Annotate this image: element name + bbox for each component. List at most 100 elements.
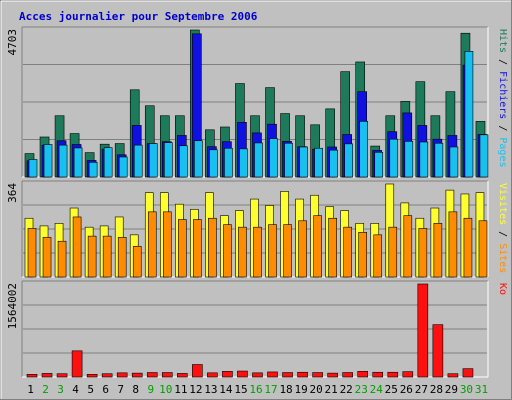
bar-pages: [73, 147, 83, 178]
bar-ko: [131, 372, 143, 378]
bar-sites: [87, 235, 97, 278]
bar-sites: [283, 224, 292, 278]
axis-label-ko: Ko: [497, 283, 508, 295]
bar-pages: [103, 147, 113, 178]
panel-2-ymax-label: 364: [6, 183, 19, 203]
x-tick-label-day-27: 27: [415, 383, 428, 396]
panel-1-series-axis-label: Hits / Fichiers / Pages: [497, 29, 508, 168]
axis-label-visites: Visites: [497, 183, 508, 225]
x-tick-label-day-4: 4: [72, 383, 79, 396]
bar-sites: [162, 211, 172, 278]
bar-pages: [389, 138, 399, 178]
bar-sites: [193, 219, 202, 278]
panel-1-ymax-label: 4703: [6, 29, 19, 56]
bar-ko: [387, 371, 399, 378]
x-tick-label-day-17: 17: [264, 383, 277, 396]
bar-ko: [342, 372, 353, 378]
bar-sites: [343, 226, 352, 278]
x-tick-label-day-25: 25: [385, 383, 398, 396]
x-tick-label-day-8: 8: [132, 383, 139, 396]
panel-3-series-axis-label: Ko: [497, 283, 508, 295]
bar-sites: [147, 211, 157, 278]
bar-sites: [253, 226, 262, 278]
bar-sites: [72, 216, 82, 278]
bar-ko: [86, 374, 98, 378]
bar-sites: [208, 217, 217, 278]
axis-label-separator: /: [497, 53, 508, 71]
bar-sites: [373, 234, 383, 278]
axis-label-hits: Hits: [497, 29, 508, 53]
bar-pages: [88, 162, 98, 178]
bar-pages: [133, 144, 143, 178]
bar-ko: [26, 374, 38, 378]
x-tick-label-day-19: 19: [294, 383, 307, 396]
bar-sites: [328, 217, 337, 278]
x-tick-label-day-5: 5: [87, 383, 94, 396]
bar-pages: [118, 156, 128, 178]
bar-sites: [132, 246, 142, 278]
bar-sites: [42, 237, 52, 278]
x-tick-label-day-28: 28: [430, 383, 443, 396]
x-tick-label-day-29: 29: [445, 383, 458, 396]
bar-pages: [269, 138, 278, 178]
bar-pages: [148, 143, 158, 178]
x-tick-label-day-6: 6: [102, 383, 109, 396]
bar-sites: [298, 220, 307, 278]
x-tick-label-day-14: 14: [219, 383, 233, 396]
bar-pages: [374, 152, 384, 178]
bar-ko: [116, 372, 128, 378]
bar-sites: [223, 224, 232, 278]
bar-pages: [344, 143, 353, 178]
bar-sites: [268, 224, 277, 278]
bar-ko: [327, 372, 338, 378]
bar-pages: [284, 142, 293, 178]
bar-sites: [117, 237, 127, 278]
bar-ko: [146, 372, 158, 378]
bar-ko: [372, 371, 384, 378]
bar-pages: [449, 146, 459, 178]
panel-3-ymax-label: 1564002: [6, 283, 19, 329]
x-tick-label-day-15: 15: [234, 383, 247, 396]
bar-pages: [464, 51, 474, 178]
x-tick-label-day-9: 9: [147, 383, 154, 396]
bar-sites: [403, 215, 413, 278]
bar-pages: [43, 144, 53, 178]
bar-ko: [267, 371, 278, 378]
bar-sites: [448, 211, 458, 278]
bar-sites: [27, 228, 37, 278]
bar-ko: [357, 371, 369, 378]
bar-ko: [71, 350, 83, 378]
axis-label-fichiers: Fichiers: [497, 71, 508, 119]
bar-pages: [329, 149, 338, 178]
bar-ko: [402, 371, 414, 378]
bar-ko: [192, 364, 203, 378]
x-tick-label-day-16: 16: [249, 383, 262, 396]
bar-ko: [207, 372, 218, 378]
bar-sites: [313, 215, 322, 278]
bar-sites: [178, 219, 187, 278]
x-tick-label-day-1: 1: [27, 383, 34, 396]
x-tick-label-day-11: 11: [174, 383, 187, 396]
bar-pages: [404, 141, 414, 178]
bar-ko: [312, 372, 323, 378]
bar-ko: [101, 373, 113, 378]
bar-sites: [57, 240, 67, 278]
axis-label-sites: Sites: [497, 243, 508, 273]
x-tick-label-day-7: 7: [117, 383, 124, 396]
bar-pages: [239, 148, 248, 178]
bar-ko: [161, 372, 173, 378]
x-tick-label-day-20: 20: [310, 383, 323, 396]
x-tick-label-day-13: 13: [204, 383, 217, 396]
bar-pages: [434, 142, 444, 178]
x-tick-label-day-24: 24: [370, 383, 384, 396]
bar-pages: [209, 149, 218, 178]
bar-sites: [418, 228, 428, 278]
bar-pages: [419, 141, 429, 178]
panel-2-series-axis-label: Visites / Sites: [497, 183, 508, 273]
bar-pages: [194, 140, 203, 178]
bar-sites: [102, 235, 112, 278]
bar-ko: [177, 373, 188, 378]
axis-label-separator: /: [497, 225, 508, 243]
